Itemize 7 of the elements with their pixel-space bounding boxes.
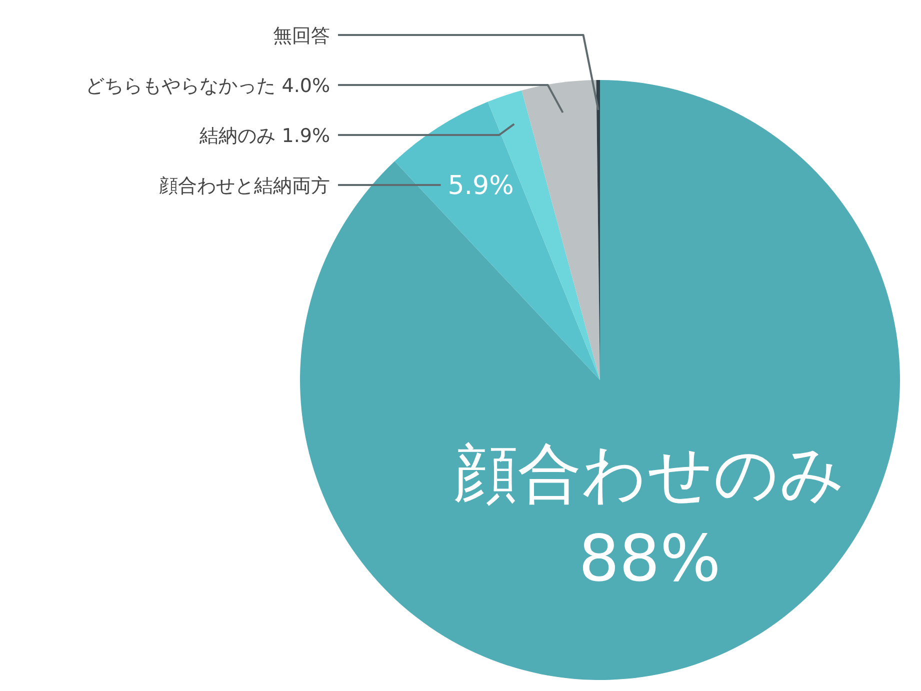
slice-label: 無回答 bbox=[273, 25, 330, 47]
slice-label: 結納のみ 1.9% bbox=[198, 125, 330, 147]
slice-label: どちらもやらなかった 4.0% bbox=[86, 75, 330, 97]
data-label: 5.9% bbox=[448, 171, 514, 201]
data-label: 88% bbox=[578, 522, 721, 597]
slice-label: 顔合わせのみ bbox=[454, 438, 846, 512]
slice-label: 顔合わせと結納両方 bbox=[159, 175, 330, 197]
